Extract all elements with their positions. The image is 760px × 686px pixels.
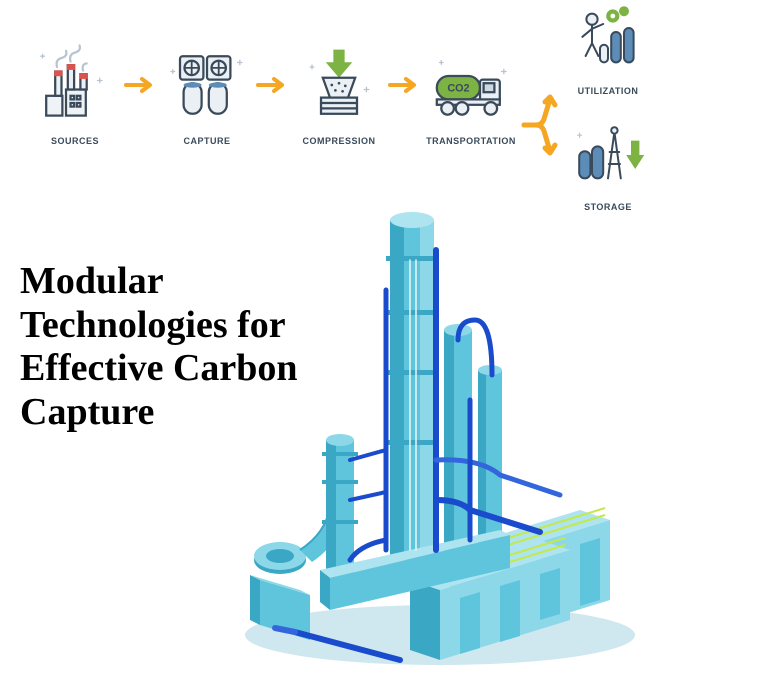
capture-label: CAPTURE [183, 136, 230, 146]
arrow-3 [388, 75, 422, 100]
arrow-1 [124, 75, 158, 100]
fork-column: UTILIZATION [568, 40, 648, 212]
stage-capture: CAPTURE [162, 40, 252, 146]
compression-label: COMPRESSION [302, 136, 375, 146]
transportation-icon: CO2 [426, 40, 516, 130]
arrow-2 [256, 75, 290, 100]
svg-text:CO2: CO2 [447, 82, 469, 94]
sources-label: SOURCES [51, 136, 99, 146]
capture-icon [162, 40, 252, 130]
stage-utilization: UTILIZATION [568, 0, 648, 96]
transportation-label: TRANSPORTATION [426, 136, 516, 146]
plant-illustration [200, 200, 640, 680]
sources-icon [30, 40, 120, 130]
stage-sources: SOURCES [30, 40, 120, 146]
stage-transportation: CO2 TRANSPORTATION [426, 40, 516, 146]
utilization-label: UTILIZATION [578, 86, 639, 96]
storage-icon [568, 116, 648, 196]
process-flow: SOURCES [30, 40, 730, 212]
utilization-icon [568, 0, 648, 80]
fork-arrow [520, 85, 560, 170]
compression-icon [294, 40, 384, 130]
stage-storage: STORAGE [568, 116, 648, 212]
column-tall [386, 212, 438, 560]
stage-compression: COMPRESSION [294, 40, 384, 146]
